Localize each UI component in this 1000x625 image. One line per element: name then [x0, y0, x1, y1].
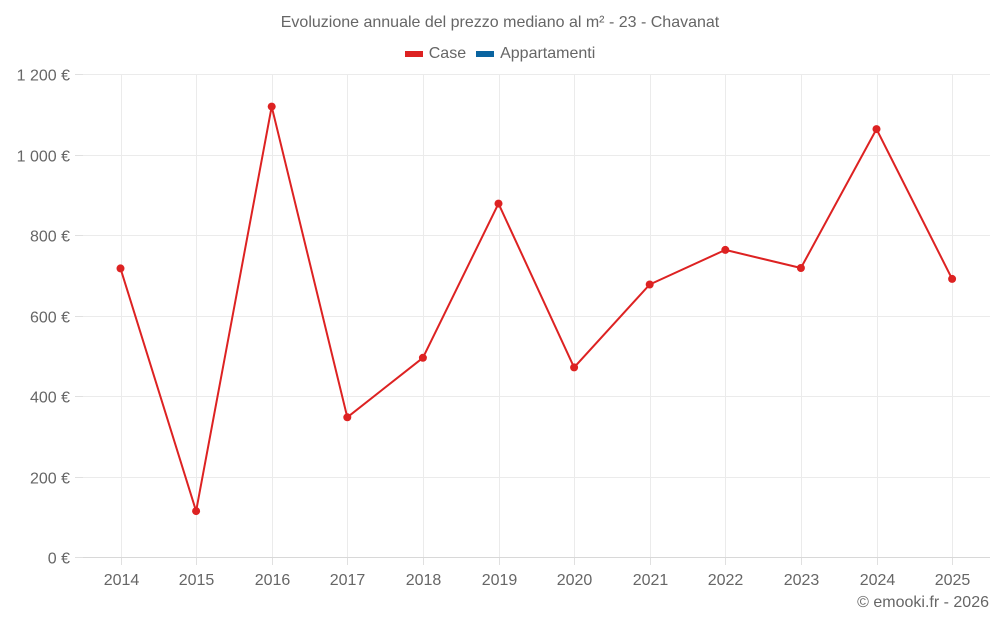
grid-lines: [83, 74, 990, 557]
y-tick-label: 800 €: [30, 229, 70, 246]
series-case: [116, 102, 957, 516]
legend-item-appartamenti[interactable]: Appartamenti: [476, 45, 595, 63]
y-tick-label: 400 €: [30, 390, 70, 407]
x-tick-label: 2022: [708, 572, 744, 589]
y-tick-label: 200 €: [30, 471, 70, 488]
data-point[interactable]: [948, 274, 957, 283]
y-tick-label: 0 €: [48, 551, 70, 568]
y-tick-label: 1 200 €: [17, 68, 70, 85]
legend-label-appartamenti: Appartamenti: [500, 45, 596, 62]
y-axis: 0 € 200 € 400 € 600 € 800 € 1 000 € 1 200 €: [17, 68, 83, 568]
data-point[interactable]: [192, 507, 201, 516]
x-tick-label: 2017: [330, 572, 366, 589]
data-point[interactable]: [645, 280, 654, 289]
x-tick-label: 2014: [104, 572, 140, 589]
data-point[interactable]: [570, 363, 579, 372]
x-tick-label: 2023: [784, 572, 820, 589]
legend-swatch-appartamenti: [476, 51, 495, 57]
data-point[interactable]: [494, 199, 503, 208]
chart-title: Evoluzione annuale del prezzo mediano al…: [280, 14, 720, 31]
y-tick-label: 600 €: [30, 310, 70, 327]
y-tick-label: 1 000 €: [17, 149, 70, 166]
data-point[interactable]: [796, 264, 805, 272]
x-tick-label: 2018: [406, 572, 442, 589]
data-point[interactable]: [116, 264, 125, 273]
x-axis: 2014 2015 2016 2017 2018 2019 2020 2021 2022 2023…: [83, 557, 990, 589]
x-tick-label: 2019: [482, 572, 518, 589]
x-tick-label: 2025: [935, 572, 971, 589]
data-point[interactable]: [872, 125, 881, 134]
x-tick-label: 2016: [255, 572, 291, 589]
legend-swatch-case: [404, 51, 423, 57]
data-point[interactable]: [343, 413, 352, 422]
legend-label-case: Case: [428, 45, 467, 62]
x-tick-label: 2015: [179, 572, 215, 589]
data-point[interactable]: [418, 353, 427, 362]
x-tick-label: 2024: [860, 572, 896, 589]
credit-text: © emooki.fr - 2026: [857, 594, 989, 611]
data-point[interactable]: [721, 245, 730, 254]
x-tick-label: 2021: [633, 572, 669, 589]
data-point[interactable]: [267, 102, 276, 111]
x-tick-label: 2020: [557, 572, 593, 589]
legend: Case Appartamenti: [0, 45, 1000, 63]
series-line-case: [119, 105, 953, 513]
legend-item-case[interactable]: Case: [404, 45, 467, 63]
